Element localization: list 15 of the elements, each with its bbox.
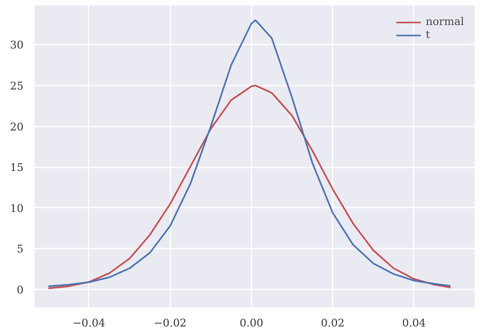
y-tick-label: 20 [10,120,24,134]
y-tick-label: 30 [10,38,24,52]
x-tick-label: −0.04 [72,316,106,329]
y-tick-label: 15 [10,161,24,174]
x-tick-label: 0.04 [402,316,426,329]
y-tick-label: 10 [10,202,24,215]
legend-label: t [426,28,432,41]
line-series [48,84,452,290]
x-tick-label: 0.02 [320,316,345,329]
y-tick-label: 25 [10,79,24,92]
legend-label: normal [426,15,464,28]
x-tick-label: −0.02 [154,316,187,329]
x-tick-label: 0.00 [240,316,264,329]
y-tick-label: 0 [16,284,24,297]
y-tick-label: 5 [16,242,24,256]
